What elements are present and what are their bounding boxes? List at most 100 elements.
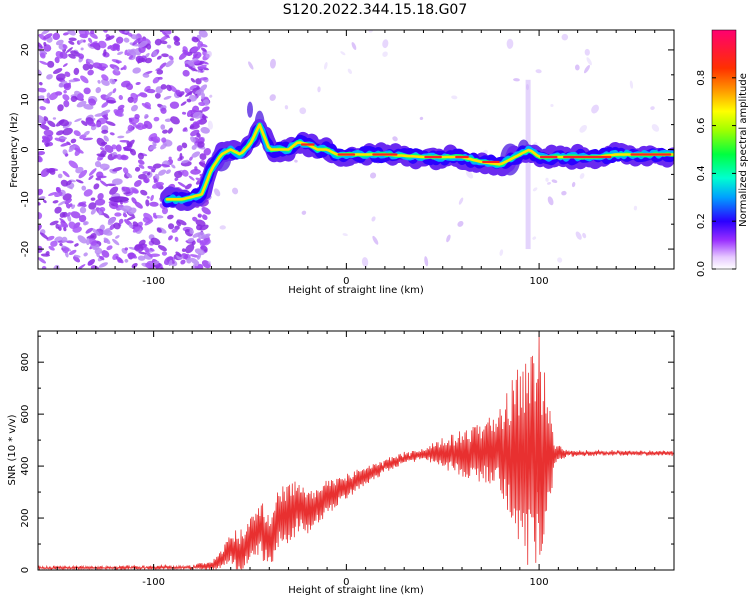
noise-blob (48, 192, 58, 196)
noise-blob (451, 95, 458, 100)
noise-blob (99, 163, 110, 170)
noise-blob (188, 66, 198, 72)
noise-blob (219, 225, 226, 230)
noise-blob (167, 127, 173, 134)
noise-blob (74, 118, 82, 123)
noise-blob (571, 181, 576, 188)
noise-blob (557, 257, 563, 263)
noise-blob (197, 263, 204, 269)
noise-blob (150, 237, 161, 246)
noise-blob (550, 104, 554, 107)
noise-blob (81, 185, 87, 191)
noise-blob (124, 30, 131, 34)
noise-blob (535, 69, 542, 74)
noise-blob (532, 187, 538, 192)
noise-blob (157, 244, 167, 252)
noise-blob (186, 98, 192, 103)
noise-blob (129, 148, 137, 156)
noise-blob (94, 113, 105, 117)
noise-blob (47, 60, 55, 68)
noise-blob (143, 120, 153, 130)
noise-blob (66, 240, 74, 244)
noise-blob (64, 153, 69, 157)
x-tick-label: 0 (343, 276, 349, 287)
noise-blob (191, 144, 197, 150)
noise-blob (181, 159, 189, 164)
colorbar-tick-label: 0.8 (696, 70, 707, 86)
noise-blob (591, 104, 599, 114)
y-tick-label: 20 (20, 44, 31, 57)
noise-blob (123, 65, 127, 71)
noise-blob (201, 106, 210, 112)
ridge-band (160, 119, 674, 211)
noise-blob (59, 242, 63, 247)
noise-blob (96, 171, 104, 179)
noise-blob (39, 60, 49, 66)
noise-blob (194, 166, 198, 171)
noise-blob (152, 260, 160, 266)
noise-blob (94, 247, 103, 255)
noise-blob (131, 104, 138, 112)
noise-blob (192, 53, 199, 60)
noise-blob (128, 55, 134, 60)
noise-blob (156, 55, 162, 60)
noise-blob (98, 262, 108, 268)
noise-blob (82, 137, 94, 141)
y-tick-label: 400 (20, 457, 31, 476)
noise-blob (163, 95, 172, 100)
noise-blob (137, 152, 144, 160)
noise-blob (156, 69, 164, 75)
noise-blob (41, 265, 47, 269)
noise-blob (115, 144, 122, 152)
noise-blob (201, 206, 211, 215)
noise-blob (134, 201, 143, 209)
noise-blob (114, 212, 122, 217)
noise-blob (46, 235, 55, 241)
noise-blob (128, 117, 133, 123)
noise-blob (160, 40, 168, 45)
noise-blob (75, 166, 84, 174)
noise-blob (79, 206, 87, 214)
noise-blob (165, 169, 171, 174)
noise-blob (74, 149, 81, 157)
noise-blob (57, 104, 64, 112)
noise-blob (547, 182, 552, 185)
noise-blob (131, 122, 138, 128)
colorbar-ticks: 0.0 0.2 0.4 0.6 0.8 (696, 70, 736, 277)
noise-blob (392, 136, 398, 142)
snr-line (38, 332, 674, 570)
noise-blob (39, 232, 49, 240)
spectrogram-y-axis-label: Frequency (Hz) (9, 112, 20, 188)
noise-blob (80, 47, 84, 51)
noise-blob (203, 148, 212, 156)
noise-blob (42, 98, 50, 104)
noise-blob (88, 238, 97, 246)
noise-blob (78, 202, 87, 208)
noise-blob (205, 50, 212, 59)
noise-blob (140, 189, 148, 196)
noise-blob (144, 57, 153, 64)
noise-blob (41, 30, 50, 35)
noise-blob (64, 71, 71, 78)
noise-blob (62, 247, 70, 253)
noise-blob (351, 42, 357, 50)
noise-blob (70, 211, 81, 219)
noise-blob (48, 245, 55, 251)
noise-blob (59, 51, 68, 59)
noise-blob (65, 185, 73, 190)
noise-blob (78, 169, 88, 179)
noise-blob (78, 53, 85, 59)
noise-blob (99, 180, 108, 187)
noise-blob (127, 207, 137, 215)
noise-blob (424, 256, 429, 267)
noise-blob (40, 253, 51, 257)
noise-blob (532, 236, 537, 240)
noise-blob (140, 57, 146, 63)
noise-blob (152, 136, 161, 144)
noise-blob (190, 46, 201, 53)
noise-blob (166, 44, 172, 49)
noise-blob (109, 78, 116, 85)
noise-blob (269, 94, 276, 101)
noise-blob (182, 49, 190, 56)
noise-blob (149, 247, 155, 252)
